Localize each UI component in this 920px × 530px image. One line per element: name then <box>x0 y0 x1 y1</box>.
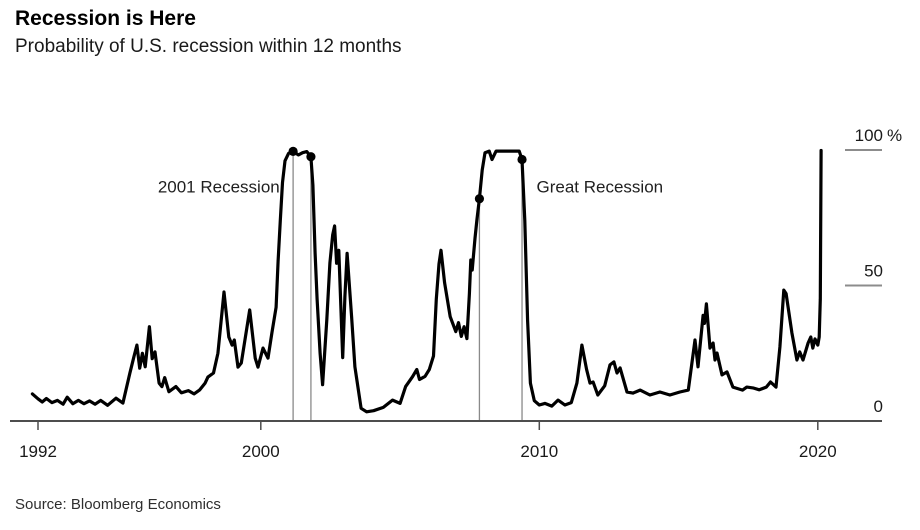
source-line: Source: Bloomberg Economics <box>15 496 221 513</box>
recession-marker-dot <box>288 146 298 156</box>
recession-marker-dot <box>306 152 316 162</box>
x-axis-tick-label: 2000 <box>242 442 280 461</box>
probability-line <box>30 148 823 414</box>
chart-subtitle: Probability of U.S. recession within 12 … <box>15 36 402 57</box>
y-axis-tick-label: 50 <box>864 262 883 281</box>
x-axis-tick-label: 2020 <box>799 442 837 461</box>
y-axis-tick-label: 0 <box>874 397 883 416</box>
recession-marker-dot <box>517 154 527 165</box>
chart-title: Recession is Here <box>15 7 196 30</box>
annotation-label: 2001 Recession <box>158 178 280 197</box>
x-axis-tick-label: 1992 <box>19 442 57 461</box>
y-axis-unit-label: % <box>887 126 902 145</box>
y-axis-tick-label: 100 <box>855 126 883 145</box>
annotation-label: Great Recession <box>537 178 664 197</box>
x-axis-tick-label: 2010 <box>520 442 558 461</box>
recession-marker-dot <box>474 194 485 204</box>
